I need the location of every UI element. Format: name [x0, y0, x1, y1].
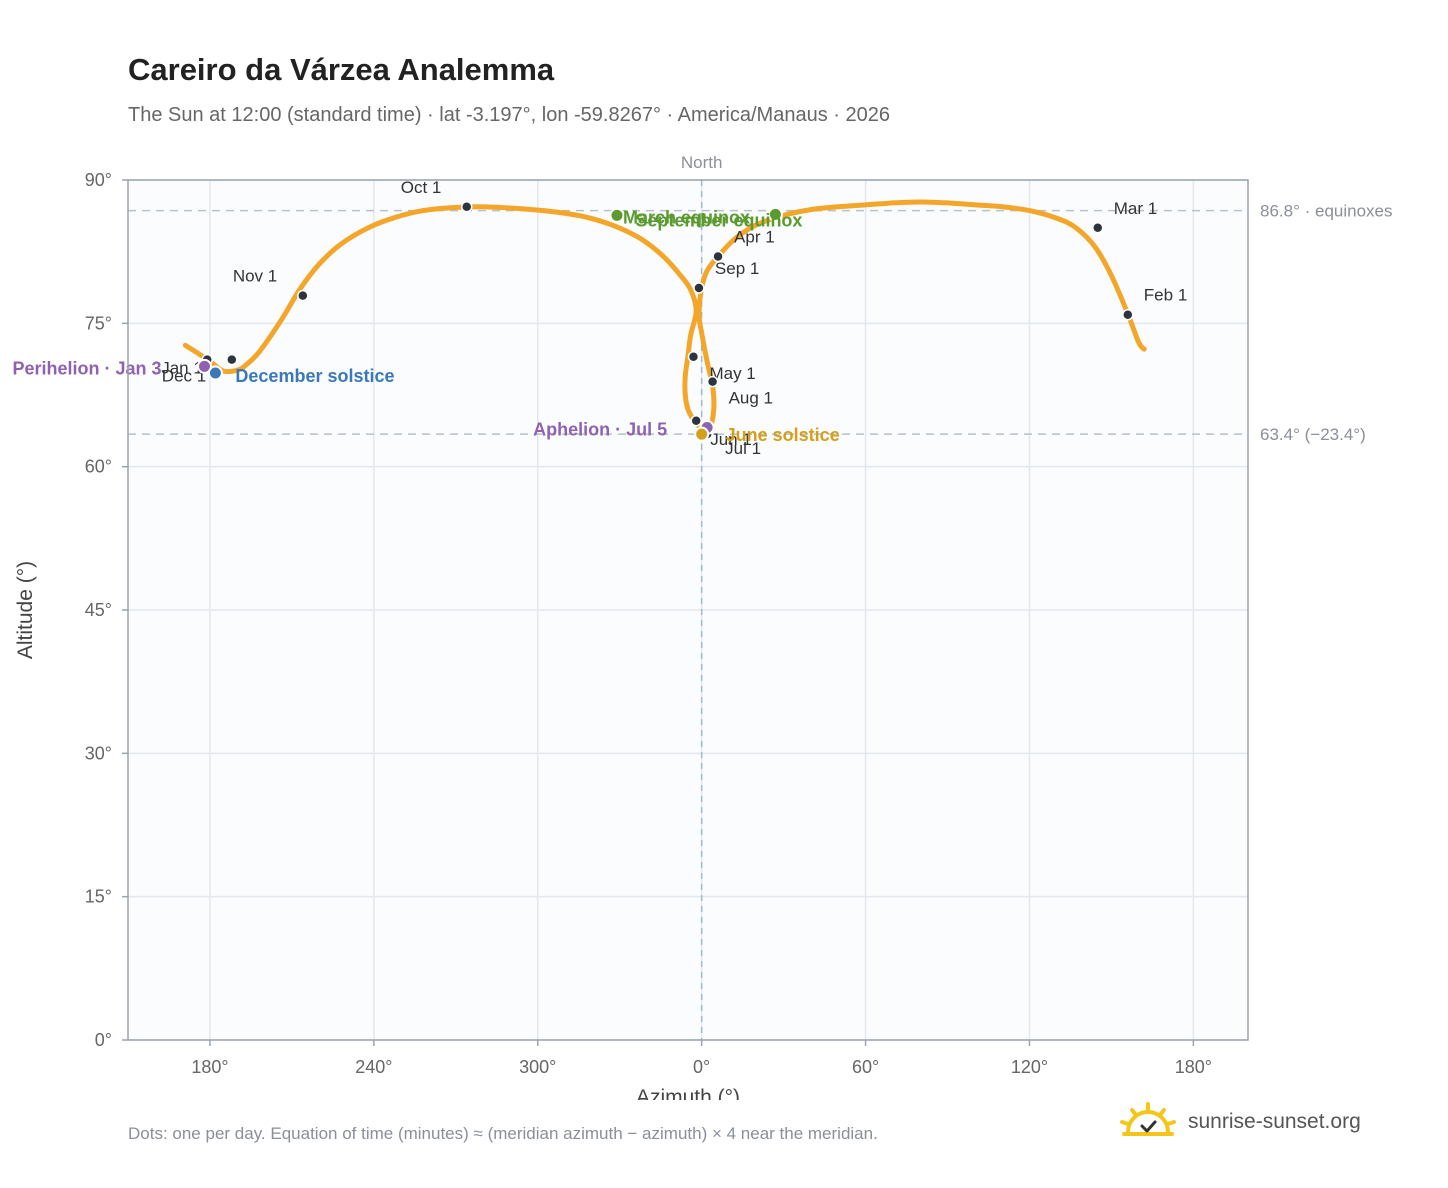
- month-label: Mar 1: [1114, 199, 1157, 218]
- event-marker: [694, 426, 710, 442]
- month-label: Jan 1: [161, 359, 203, 378]
- brand-name: sunrise-sunset.org: [1188, 1110, 1361, 1133]
- month-marker: [712, 250, 724, 263]
- event-marker: [196, 358, 212, 374]
- x-axis-title: Azimuth (°): [636, 1086, 740, 1100]
- meridian-label: North: [681, 153, 723, 172]
- month-marker: [1122, 308, 1134, 321]
- y-tick-label: 90°: [85, 170, 112, 190]
- reference-line-label: 63.4° (−23.4°): [1260, 425, 1366, 444]
- month-marker: [693, 282, 705, 294]
- x-tick-label: 120°: [1011, 1057, 1048, 1077]
- chart-subtitle: The Sun at 12:00 (standard time) · lat -…: [128, 104, 890, 126]
- chart-footnote: Dots: one per day. Equation of time (min…: [128, 1124, 878, 1143]
- x-tick-label: 0°: [693, 1057, 710, 1077]
- event-label: June solstice: [726, 425, 840, 445]
- chart-title: Careiro da Várzea Analemma: [128, 52, 555, 87]
- x-tick-label: 180°: [191, 1057, 228, 1077]
- month-marker: [706, 375, 719, 388]
- month-marker: [460, 201, 473, 213]
- y-tick-label: 15°: [85, 887, 112, 907]
- event-label: Perihelion · Jan 3: [12, 358, 161, 378]
- month-label: Sep 1: [715, 259, 759, 278]
- month-marker: [1092, 222, 1104, 234]
- month-marker: [687, 351, 700, 363]
- month-label: Feb 1: [1144, 286, 1187, 305]
- y-tick-label: 60°: [85, 457, 112, 477]
- month-label: Oct 1: [401, 178, 442, 197]
- y-tick-label: 45°: [85, 600, 112, 620]
- month-label: Jun 1: [710, 430, 752, 449]
- sun-logo-icon: [1120, 1102, 1176, 1136]
- y-tick-label: 30°: [85, 743, 112, 763]
- y-axis-title: Altitude (°): [14, 561, 37, 659]
- event-label: Aphelion · Jul 5: [533, 419, 667, 439]
- y-tick-label: 0°: [95, 1030, 112, 1050]
- event-label: December solstice: [235, 366, 394, 386]
- event-markers: Perihelion · Jan 3 December solstice March…: [12, 206, 840, 445]
- reference-line-label: 86.8° · equinoxes: [1260, 202, 1393, 221]
- brand[interactable]: sunrise-sunset.org: [1120, 1102, 1361, 1142]
- x-tick-label: 60°: [852, 1057, 879, 1077]
- event-label: September equinox: [635, 210, 802, 230]
- x-tick-label: 300°: [519, 1057, 556, 1077]
- month-label: Apr 1: [734, 227, 775, 246]
- y-tick-label: 75°: [85, 313, 112, 333]
- event-marker: [609, 207, 625, 223]
- month-label: Jul 1: [725, 439, 761, 458]
- month-marker: [226, 353, 238, 366]
- month-marker: [690, 415, 702, 427]
- x-tick-label: 240°: [355, 1057, 392, 1077]
- month-label: May 1: [709, 364, 755, 383]
- axis-ticks: 180° 240° 300° 0° 60° 120° 180° 0° 15° 30° 45° 60° 7…: [85, 170, 1212, 1077]
- analemma-chart: North 86.8° · equinoxes 63.4° (−23.4°) Jan…: [12, 153, 1393, 1100]
- month-label: Nov 1: [233, 267, 277, 286]
- month-marker: [297, 289, 309, 302]
- event-label: March equinox: [623, 207, 750, 227]
- month-label: Aug 1: [729, 389, 773, 408]
- event-marker: [207, 365, 223, 381]
- month-label: Dec 1: [162, 367, 206, 386]
- x-tick-label: 180°: [1175, 1057, 1212, 1077]
- event-marker: [767, 206, 783, 222]
